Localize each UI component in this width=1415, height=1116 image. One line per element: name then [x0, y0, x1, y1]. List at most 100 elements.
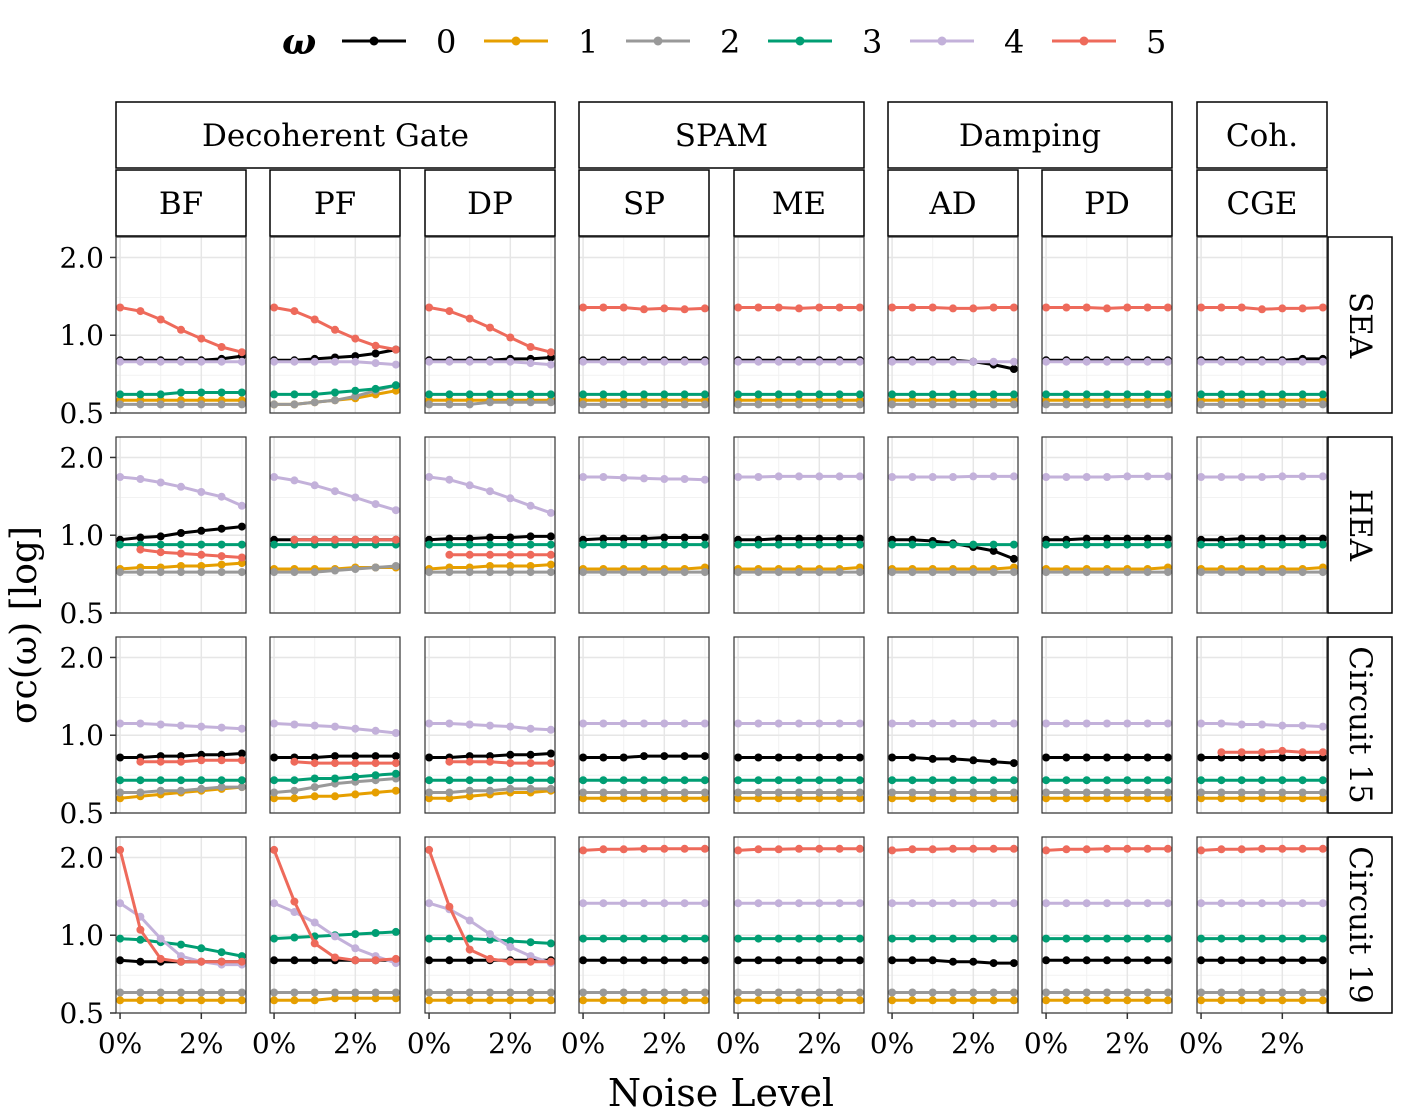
legend: ω 0 1 2 3 4 5	[282, 21, 1166, 63]
data-point-2	[197, 568, 206, 577]
data-point-3	[855, 390, 864, 399]
data-point-0	[1237, 534, 1246, 543]
data-point-3	[888, 776, 897, 785]
data-point-3	[197, 944, 206, 953]
data-point-4	[680, 899, 689, 908]
data-point-2	[1123, 568, 1132, 577]
data-point-5	[660, 304, 669, 313]
panel	[887, 236, 1019, 414]
data-point-3	[1217, 934, 1226, 943]
data-point-3	[1082, 776, 1091, 785]
data-point-3	[835, 934, 844, 943]
data-point-3	[774, 540, 783, 549]
data-point-5	[391, 345, 400, 354]
data-point-0	[579, 956, 588, 965]
data-point-4	[425, 357, 434, 366]
column-strip-label: PD	[1084, 186, 1130, 222]
data-point-5	[1217, 303, 1226, 312]
panel	[269, 436, 401, 614]
data-point-2	[1318, 568, 1327, 577]
panel-background	[888, 837, 1018, 1013]
data-point-5	[156, 954, 165, 963]
data-point-2	[754, 568, 763, 577]
data-point-2	[136, 568, 145, 577]
data-point-0	[700, 752, 709, 761]
data-point-4	[969, 472, 978, 481]
data-point-3	[754, 934, 763, 943]
data-point-3	[351, 386, 360, 395]
data-point-2	[774, 988, 783, 997]
data-point-1	[445, 794, 454, 803]
data-point-3	[1163, 934, 1172, 943]
data-point-3	[136, 390, 145, 399]
panel-border	[115, 836, 247, 1014]
data-point-3	[949, 934, 957, 943]
data-point-3	[136, 776, 145, 785]
data-point-2	[579, 568, 588, 577]
column-strip-label: DP	[467, 186, 513, 222]
data-point-2	[1197, 568, 1206, 577]
data-point-3	[579, 540, 588, 549]
panel-background	[116, 837, 246, 1013]
data-point-2	[969, 788, 978, 797]
data-point-2	[680, 988, 689, 997]
panel-background	[1197, 237, 1327, 413]
data-point-2	[546, 398, 555, 407]
data-point-2	[331, 566, 339, 575]
data-point-2	[1143, 788, 1152, 797]
data-point-4	[546, 725, 555, 734]
data-point-1	[391, 994, 400, 1003]
data-point-3	[526, 776, 535, 785]
data-point-4	[486, 357, 494, 366]
data-point-4	[270, 719, 279, 728]
data-point-2	[754, 988, 763, 997]
data-point-4	[815, 719, 824, 728]
panel	[733, 836, 865, 1014]
legend-label: 0	[436, 23, 456, 61]
data-point-2	[1082, 400, 1091, 409]
data-point-2	[486, 568, 494, 577]
data-point-4	[1082, 899, 1091, 908]
data-point-4	[640, 899, 648, 908]
data-point-3	[855, 776, 864, 785]
data-point-2	[815, 400, 824, 409]
data-point-3	[660, 540, 669, 549]
data-point-0	[351, 752, 360, 761]
data-point-3	[425, 776, 434, 785]
data-point-1	[197, 562, 206, 570]
data-point-2	[116, 788, 125, 797]
data-point-2	[465, 568, 474, 577]
data-point-0	[754, 956, 763, 965]
data-point-4	[949, 357, 957, 366]
data-point-4	[1042, 899, 1051, 908]
panel-border	[269, 636, 401, 814]
data-point-4	[1237, 473, 1246, 481]
data-point-5	[197, 756, 206, 765]
data-point-5	[1042, 846, 1051, 855]
data-point-1	[1278, 996, 1287, 1005]
data-point-3	[116, 540, 125, 549]
data-point-3	[270, 540, 279, 549]
data-point-4	[310, 918, 319, 927]
data-point-2	[949, 568, 957, 577]
panel	[578, 236, 710, 414]
data-point-4	[290, 908, 299, 916]
data-point-0	[795, 753, 803, 762]
data-point-2	[1042, 568, 1051, 577]
data-point-5	[774, 303, 783, 312]
data-point-5	[1042, 303, 1051, 312]
data-point-3	[700, 776, 709, 785]
data-point-1	[217, 560, 226, 569]
panel-background	[116, 437, 246, 613]
data-point-1	[177, 996, 185, 1005]
data-point-4	[465, 481, 474, 490]
data-point-5	[1082, 845, 1091, 854]
panel	[887, 436, 1019, 614]
data-point-2	[217, 988, 226, 997]
data-point-5	[680, 844, 689, 853]
data-point-4	[177, 952, 185, 961]
column-strip	[269, 169, 401, 237]
y-tick-label: 1.0	[59, 919, 104, 952]
data-point-5	[331, 953, 339, 962]
data-point-4	[1062, 899, 1071, 908]
